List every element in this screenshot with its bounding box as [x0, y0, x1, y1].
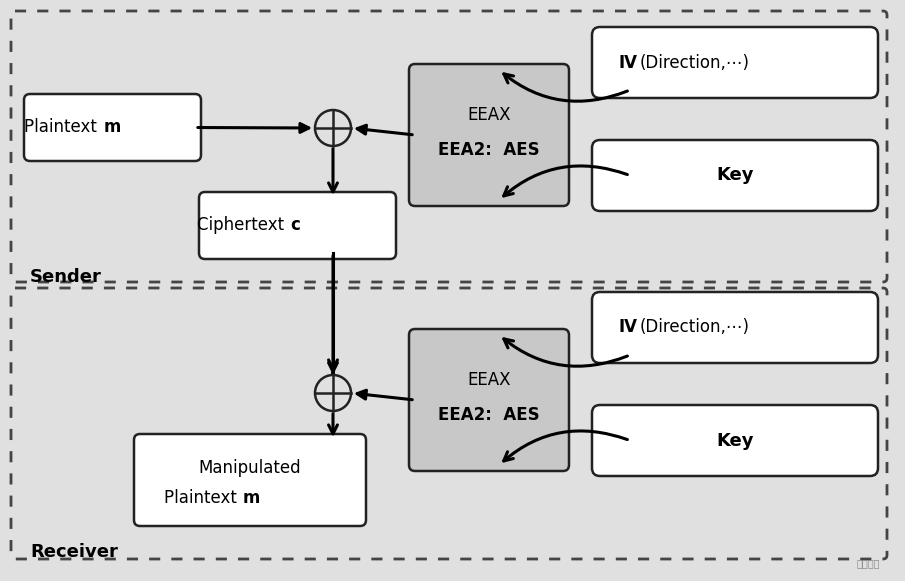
Text: Ciphertext: Ciphertext — [197, 217, 290, 235]
Text: EEAX: EEAX — [467, 371, 510, 389]
Text: (Direction,⋯): (Direction,⋯) — [640, 318, 750, 336]
FancyBboxPatch shape — [592, 292, 878, 363]
FancyBboxPatch shape — [409, 64, 569, 206]
Circle shape — [315, 375, 351, 411]
Text: c: c — [291, 217, 300, 235]
Text: IV: IV — [618, 318, 637, 336]
FancyBboxPatch shape — [409, 329, 569, 471]
FancyBboxPatch shape — [199, 192, 396, 259]
FancyBboxPatch shape — [134, 434, 366, 526]
Text: EEAX: EEAX — [467, 106, 510, 124]
FancyBboxPatch shape — [592, 140, 878, 211]
FancyBboxPatch shape — [592, 27, 878, 98]
Text: m: m — [103, 119, 121, 137]
Text: Receiver: Receiver — [30, 543, 118, 561]
Text: 创新互联: 创新互联 — [856, 558, 880, 568]
Text: (Direction,⋯): (Direction,⋯) — [640, 53, 750, 71]
Text: m: m — [243, 489, 261, 507]
FancyBboxPatch shape — [24, 94, 201, 161]
Text: IV: IV — [618, 53, 637, 71]
Text: EEA2:  AES: EEA2: AES — [438, 406, 539, 424]
Text: Manipulated: Manipulated — [199, 459, 301, 477]
Text: Sender: Sender — [30, 268, 102, 286]
Text: Key: Key — [716, 432, 754, 450]
Text: Plaintext: Plaintext — [164, 489, 242, 507]
Text: EEA2:  AES: EEA2: AES — [438, 141, 539, 159]
FancyBboxPatch shape — [592, 405, 878, 476]
Text: Plaintext: Plaintext — [24, 119, 102, 137]
Circle shape — [315, 110, 351, 146]
Text: Key: Key — [716, 167, 754, 185]
